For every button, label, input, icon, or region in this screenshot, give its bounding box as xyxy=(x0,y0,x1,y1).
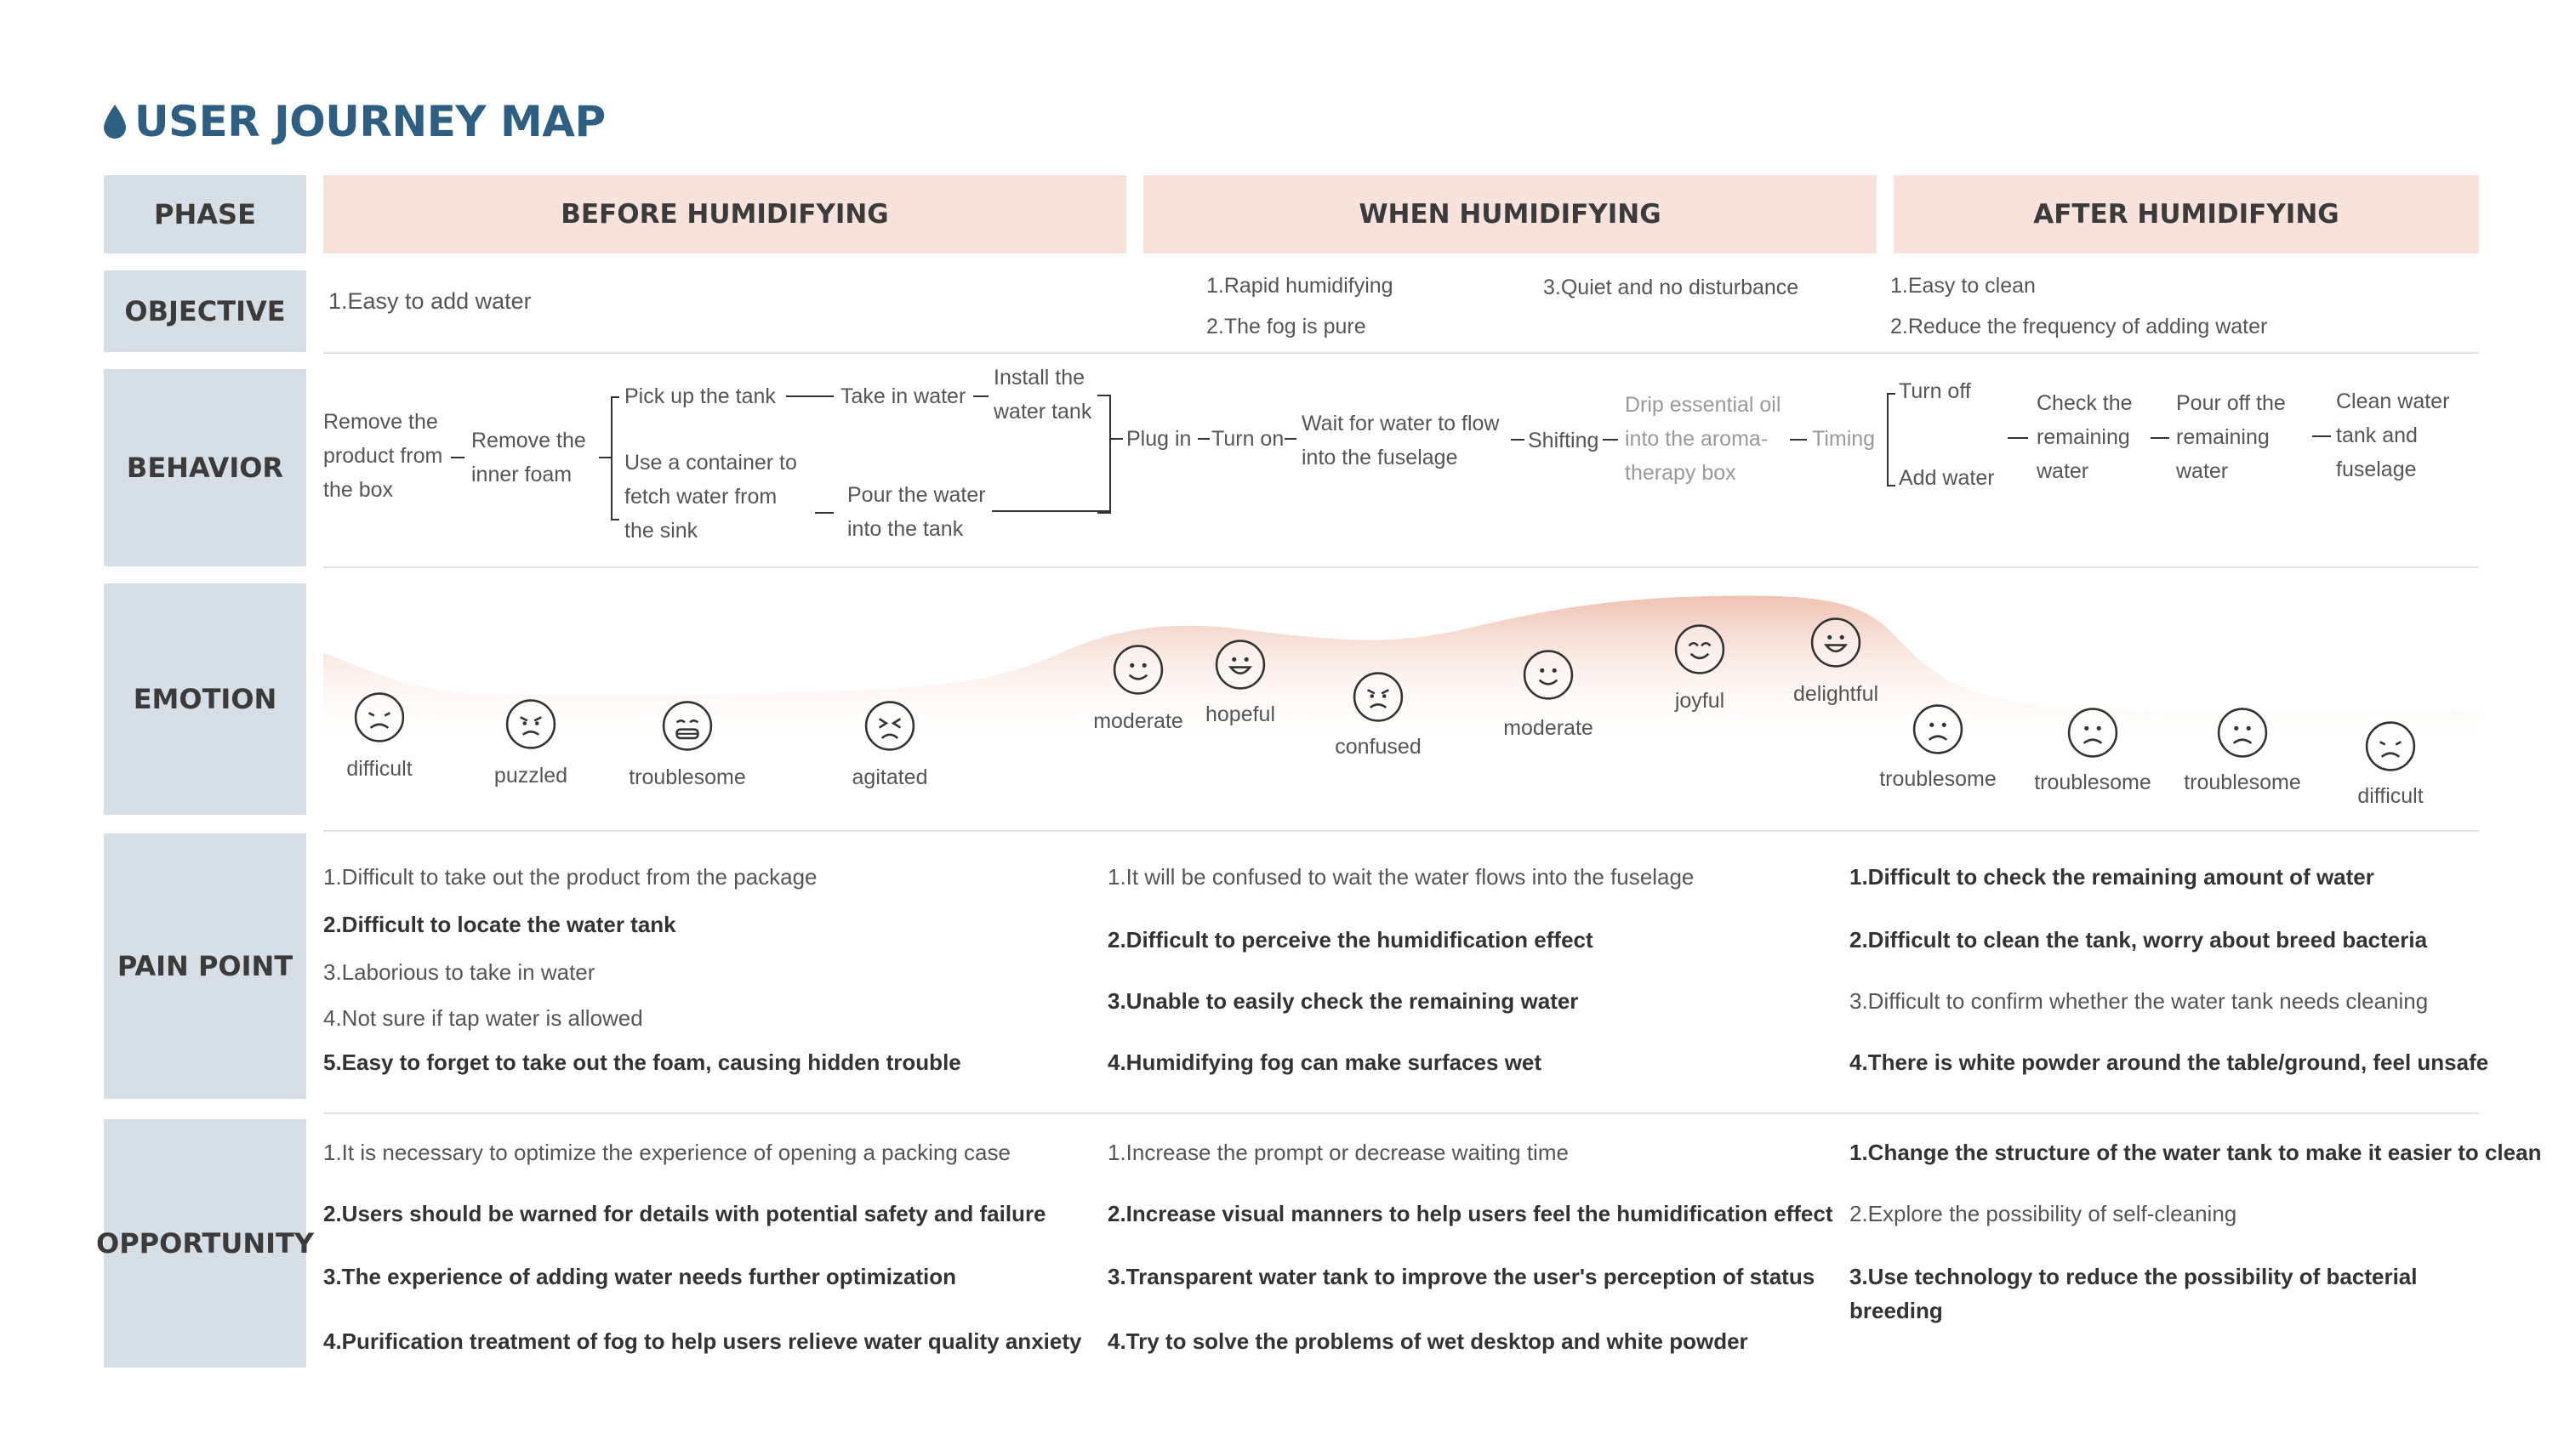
opp-after-3-cont: breeding xyxy=(1849,1298,1943,1323)
opp-when-2: 2.Increase visual manners to help users … xyxy=(1108,1201,1833,1226)
row-header-opportunity: OPPORTUNITY xyxy=(96,1119,314,1368)
objective-when-1: 1.Rapid humidifying xyxy=(1206,274,1393,298)
water-drop-icon xyxy=(104,105,126,139)
emotion-label: joyful xyxy=(1674,689,1725,713)
behavior-timing: Timing xyxy=(1812,427,1876,451)
objective-when-2: 2.The fog is pure xyxy=(1206,315,1366,338)
emotion-label: difficult xyxy=(346,757,413,781)
opp-when-3: 3.Transparent water tank to improve the … xyxy=(1108,1264,1815,1289)
emotion-label: moderate xyxy=(1503,716,1593,740)
emotion-label: troublesome xyxy=(1879,767,1997,791)
opp-before-1: 1.It is necessary to optimize the experi… xyxy=(323,1140,1011,1165)
objective-when-3: 3.Quiet and no disturbance xyxy=(1543,276,1799,299)
opp-before-4: 4.Purification treatment of fog to help … xyxy=(323,1328,1082,1354)
opp-after-2: 2.Explore the possibility of self-cleani… xyxy=(1849,1201,2237,1226)
behavior-plug-in: Plug in xyxy=(1126,427,1192,451)
row-header-objective: OBJECTIVE xyxy=(104,270,306,352)
row-header-behavior: BEHAVIOR xyxy=(104,369,306,566)
behavior-take-water: Take in water xyxy=(840,384,966,408)
pain-when-2: 2.Difficult to perceive the humidificati… xyxy=(1108,927,1593,953)
emotion-smile-icon xyxy=(1522,649,1575,706)
emotion-happy-icon xyxy=(1673,623,1726,680)
emotion-label: difficult xyxy=(2357,784,2424,808)
emotion-squint-icon xyxy=(863,700,916,757)
opp-after-1: 1.Change the structure of the water tank… xyxy=(1849,1140,2542,1165)
opp-when-4: 4.Try to solve the problems of wet deskt… xyxy=(1108,1328,1748,1354)
objective-after-2: 2.Reduce the frequency of adding water xyxy=(1890,315,2268,338)
pain-before-5: 5.Easy to forget to take out the foam, c… xyxy=(323,1049,961,1075)
behavior-pour-off: Pour off the remaining water xyxy=(2176,391,2286,483)
emotion-grin-icon xyxy=(1809,617,1862,674)
behavior-add-water: Add water xyxy=(1899,466,1995,490)
behavior-clean-tank: Clean water tank and fuselage xyxy=(2336,390,2450,481)
pain-after-1: 1.Difficult to check the remaining amoun… xyxy=(1849,864,2374,890)
divider xyxy=(323,566,2479,568)
behavior-pick-tank: Pick up the tank xyxy=(624,384,776,408)
emotion-label: moderate xyxy=(1093,709,1183,733)
row-header-phase: PHASE xyxy=(104,175,306,253)
behavior-wait-water: Wait for water to flow into the fuselage xyxy=(1302,412,1500,469)
pain-before-4: 4.Not sure if tap water is allowed xyxy=(323,1005,643,1031)
pain-after-4: 4.There is white powder around the table… xyxy=(1849,1049,2489,1075)
phase-after: AFTER HUMIDIFYING xyxy=(1894,175,2479,253)
emotion-sad-icon xyxy=(2364,720,2417,777)
emotion-label: delightful xyxy=(1792,682,1879,706)
phase-before: BEFORE HUMIDIFYING xyxy=(323,175,1126,253)
emotion-label: troublesome xyxy=(629,765,746,789)
objective-before-1: 1.Easy to add water xyxy=(328,288,532,314)
emotion-label: agitated xyxy=(852,765,928,789)
behavior-check-remaining: Check the remaining water xyxy=(2037,391,2133,483)
emotion-label: confused xyxy=(1335,735,1422,759)
pain-before-1: 1.Difficult to take out the product from… xyxy=(323,864,818,890)
opp-before-3: 3.The experience of adding water needs f… xyxy=(323,1264,957,1289)
emotion-grimace-icon xyxy=(661,700,714,757)
emotion-frown-icon xyxy=(1352,671,1405,728)
objective-after-1: 1.Easy to clean xyxy=(1890,274,2036,298)
phase-when: WHEN HUMIDIFYING xyxy=(1143,175,1877,253)
behavior-remove-box: Remove the product from the box xyxy=(323,410,443,502)
pain-when-3: 3.Unable to easily check the remaining w… xyxy=(1108,988,1579,1014)
emotion-label: troublesome xyxy=(2034,771,2151,794)
emotion-label: troublesome xyxy=(2184,771,2301,794)
divider xyxy=(323,830,2479,832)
opp-before-2: 2.Users should be warned for details wit… xyxy=(323,1201,1046,1226)
emotion-sad-icon xyxy=(353,691,406,748)
pain-when-4: 4.Humidifying fog can make surfaces wet xyxy=(1108,1049,1542,1075)
row-header-pain-point: PAIN POINT xyxy=(104,833,306,1099)
behavior-remove-foam: Remove the inner foam xyxy=(471,429,586,486)
pain-after-2: 2.Difficult to clean the tank, worry abo… xyxy=(1849,927,2428,953)
divider xyxy=(323,352,2479,354)
behavior-drip-oil: Drip essential oil into the aroma- thera… xyxy=(1625,393,1781,485)
behavior-turn-off: Turn off xyxy=(1899,379,1971,403)
pain-before-3: 3.Laborious to take in water xyxy=(323,959,595,985)
behavior-install-tank: Install the water tank xyxy=(994,366,1092,424)
emotion-frown-icon xyxy=(504,698,557,755)
row-header-emotion: EMOTION xyxy=(104,583,306,815)
behavior-turn-on: Turn on xyxy=(1211,427,1285,451)
emotion-label: hopeful xyxy=(1205,702,1276,726)
emotion-smile-icon xyxy=(1112,644,1165,701)
opp-after-3: 3.Use technology to reduce the possibili… xyxy=(1849,1264,2418,1289)
divider xyxy=(323,1112,2479,1114)
page-title-wrap: USER JOURNEY MAP xyxy=(102,92,606,151)
page-title: USER JOURNEY MAP xyxy=(134,97,606,146)
emotion-sad-flat-icon xyxy=(2216,707,2269,764)
pain-before-2: 2.Difficult to locate the water tank xyxy=(323,912,676,937)
emotion-sad-flat-icon xyxy=(1912,703,1964,760)
behavior-use-container: Use a container to fetch water from the … xyxy=(624,451,797,543)
emotion-sad-flat-icon xyxy=(2066,707,2119,764)
behavior-shifting: Shifting xyxy=(1528,429,1599,452)
opp-when-1: 1.Increase the prompt or decrease waitin… xyxy=(1108,1140,1569,1165)
emotion-area xyxy=(323,595,2479,748)
pain-when-1: 1.It will be confused to wait the water … xyxy=(1108,864,1695,890)
behavior-pour-water: Pour the water into the tank xyxy=(847,483,986,541)
pain-after-3: 3.Difficult to confirm whether the water… xyxy=(1849,988,2429,1014)
emotion-grin-icon xyxy=(1214,639,1267,696)
emotion-label: puzzled xyxy=(493,764,568,788)
